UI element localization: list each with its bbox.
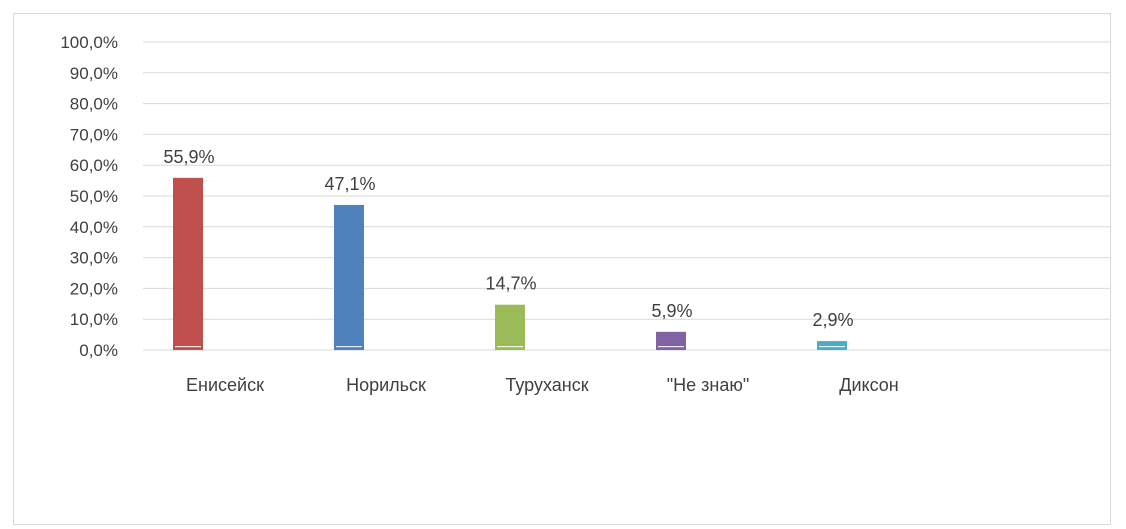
data-labels: 55,9% 47,1% 14,7% 5,9% 2,9% — [163, 147, 853, 330]
x-tick-label: Енисейск — [186, 375, 264, 395]
bar-base-highlight — [497, 346, 523, 348]
bar — [817, 341, 847, 350]
bar — [334, 204, 364, 350]
x-tick-label: Норильск — [346, 375, 426, 395]
bar-base-highlight — [175, 346, 201, 348]
y-tick-label: 40,0% — [70, 218, 118, 237]
y-tick-label: 80,0% — [70, 95, 118, 114]
y-tick-label: 20,0% — [70, 279, 118, 298]
y-tick-label: 30,0% — [70, 249, 118, 268]
data-label: 2,9% — [812, 310, 853, 330]
bar — [656, 331, 686, 350]
bars — [173, 177, 847, 350]
y-tick-label: 60,0% — [70, 156, 118, 175]
x-tick-label: Туруханск — [505, 375, 588, 395]
x-tick-label: Диксон — [839, 375, 898, 395]
y-tick-label: 0,0% — [79, 341, 118, 360]
y-tick-label: 50,0% — [70, 187, 118, 206]
x-tick-label: "Не знаю" — [667, 375, 750, 395]
bar-base-highlight — [336, 346, 362, 348]
y-tick-label: 10,0% — [70, 310, 118, 329]
y-tick-label: 100,0% — [60, 33, 118, 52]
bar — [173, 177, 203, 350]
data-label: 47,1% — [324, 174, 375, 194]
y-tick-label: 70,0% — [70, 125, 118, 144]
bar-base-highlight — [819, 346, 845, 348]
x-axis: Енисейск Норильск Туруханск "Не знаю" Диксон — [186, 375, 899, 395]
y-tick-label: 90,0% — [70, 64, 118, 83]
data-label: 14,7% — [485, 274, 536, 294]
bar — [495, 304, 525, 350]
gridlines — [143, 41, 1110, 351]
y-axis: 0,0% 10,0% 20,0% 30,0% 40,0% 50,0% 60,0% 70,0% 8… — [60, 33, 118, 360]
bar-base-highlight — [658, 346, 684, 348]
data-label: 5,9% — [651, 301, 692, 321]
data-label: 55,9% — [163, 147, 214, 167]
